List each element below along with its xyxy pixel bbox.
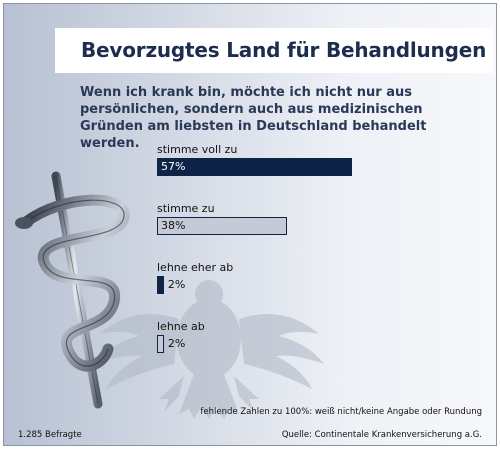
bar xyxy=(157,335,164,353)
title-box: Bevorzugtes Land für Behandlungen xyxy=(55,28,493,73)
source-note: Quelle: Continentale Krankenversicherung… xyxy=(281,430,482,440)
chart-frame: Bevorzugtes Land für Behandlungen Wenn i… xyxy=(3,3,497,446)
federal-eagle-icon xyxy=(94,280,324,419)
bar xyxy=(157,276,164,294)
bar xyxy=(157,158,352,176)
footnote: fehlende Zahlen zu 100%: weiß nicht/kein… xyxy=(200,407,482,417)
category-label: stimme zu xyxy=(157,202,215,215)
data-label: 38% xyxy=(161,219,186,232)
chart-subtitle: Wenn ich krank bin, möchte ich nicht nur… xyxy=(80,85,427,151)
data-label: 2% xyxy=(167,278,186,291)
category-label: stimme voll zu xyxy=(157,143,238,156)
sample-size: 1.285 Befragte xyxy=(18,430,82,440)
category-label: lehne eher ab xyxy=(157,261,234,274)
aesculapian-staff-icon xyxy=(15,171,130,409)
data-label: 2% xyxy=(167,337,186,350)
chart-title: Bevorzugtes Land für Behandlungen xyxy=(81,38,487,62)
category-label: lehne ab xyxy=(157,320,205,333)
bar xyxy=(157,217,287,235)
data-label: 57% xyxy=(161,160,186,173)
emblem-illustration xyxy=(15,171,324,419)
